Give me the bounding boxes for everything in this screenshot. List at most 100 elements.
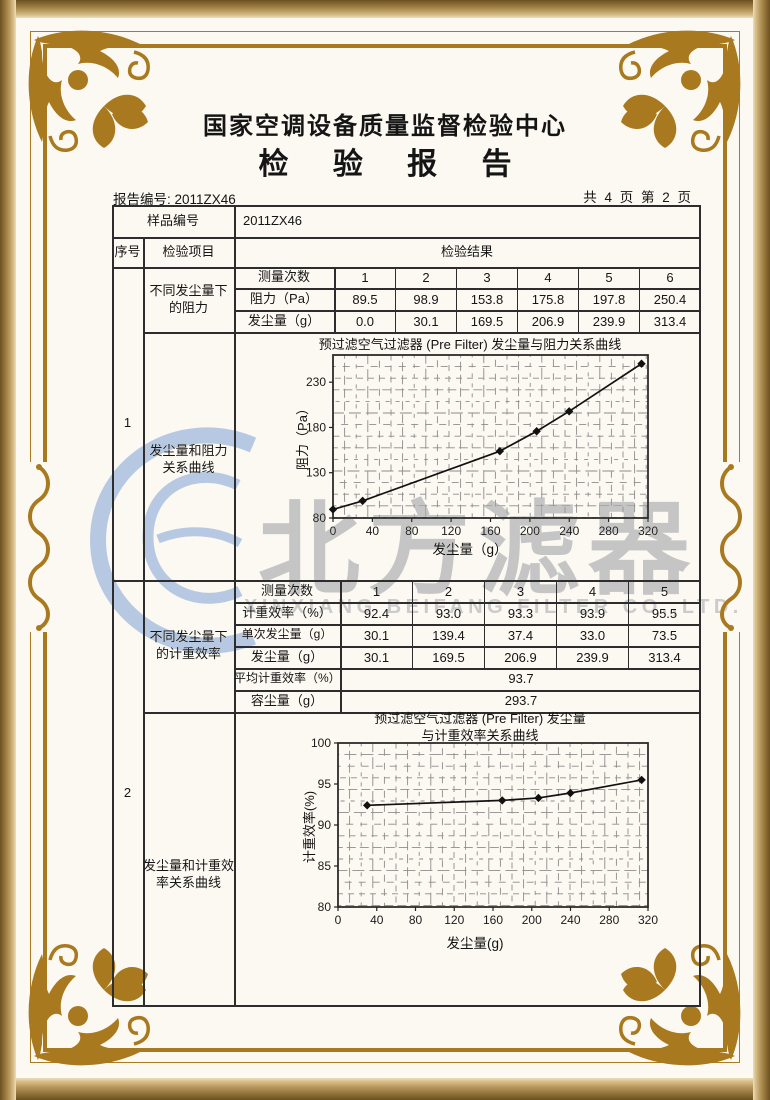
- table-cell: 139.4: [412, 624, 484, 646]
- table-line: [112, 580, 700, 582]
- table-line: [699, 205, 701, 1006]
- table-line: [112, 205, 701, 207]
- row-label: 测量次数: [257, 269, 310, 285]
- table-cell: 4: [517, 267, 578, 288]
- table-cell: 6: [639, 267, 700, 288]
- svg-text:120: 120: [444, 913, 464, 927]
- table-cell: 169.5: [412, 646, 484, 668]
- table-cell: 250.4: [639, 288, 700, 310]
- table-cell: 5: [628, 580, 700, 602]
- table-cell: 0.0: [334, 310, 395, 332]
- table-line: [234, 668, 700, 670]
- svg-text:0: 0: [330, 524, 337, 538]
- dust-capacity-value: 293.7: [340, 690, 701, 712]
- table-cell: 30.1: [340, 646, 412, 668]
- svg-text:85: 85: [318, 859, 332, 873]
- table-cell: 89.5: [334, 288, 395, 310]
- chart1-x-axis-label: 发尘量（g）: [432, 542, 508, 557]
- svg-text:280: 280: [599, 524, 619, 538]
- table-line: [234, 602, 700, 604]
- section2-chart-label-line2: 率关系曲线: [155, 875, 221, 890]
- svg-text:240: 240: [560, 913, 580, 927]
- svg-text:80: 80: [409, 913, 423, 927]
- svg-text:160: 160: [480, 524, 500, 538]
- table-cell: 1: [334, 267, 395, 288]
- frame-band-right: [753, 0, 770, 1100]
- table-cell: 37.4: [484, 624, 556, 646]
- table-cell: 1: [340, 580, 412, 602]
- svg-text:240: 240: [559, 524, 579, 538]
- row-label: 发尘量（g）: [247, 312, 321, 328]
- section1-chart-label-line2: 关系曲线: [162, 460, 215, 475]
- avg-efficiency-value: 93.7: [340, 668, 701, 690]
- section2-item-label: 不同发尘量下 的计重效率: [143, 580, 234, 712]
- table-line: [234, 624, 700, 626]
- table-cell: 153.8: [456, 288, 517, 310]
- table-cell: 197.8: [578, 288, 639, 310]
- svg-text:80: 80: [405, 524, 419, 538]
- dust-capacity-label: 容尘量（g）: [250, 692, 324, 708]
- report-number: 报告编号: 2011ZX46: [113, 192, 236, 207]
- table-cell: 92.4: [340, 602, 412, 624]
- svg-text:40: 40: [370, 913, 384, 927]
- section1-chart-label: 发尘量和阻力 关系曲线: [143, 430, 234, 490]
- section2-item-line2: 的计重效率: [155, 646, 221, 661]
- table-cell: 30.1: [395, 310, 456, 332]
- sample-no-value: 2011ZX46: [243, 212, 303, 228]
- section1-seq: 1: [123, 415, 132, 431]
- section2-seq: 2: [123, 785, 132, 801]
- table-row: 89.5 98.9 153.8 175.8 197.8 250.4: [334, 288, 700, 310]
- table-cell: 73.5: [628, 624, 700, 646]
- table-cell: 5: [578, 267, 639, 288]
- row-label: 测量次数: [260, 582, 313, 598]
- table-line: [234, 310, 700, 312]
- svg-text:160: 160: [483, 913, 503, 927]
- frame-band-top: [0, 0, 770, 18]
- frame-band-bottom: [0, 1078, 770, 1100]
- table-line: [112, 1005, 701, 1007]
- svg-text:0: 0: [335, 913, 342, 927]
- table-cell: 313.4: [639, 310, 700, 332]
- table-cell: 95.5: [628, 602, 700, 624]
- section1-chart-label-line1: 发尘量和阻力: [149, 443, 228, 459]
- svg-text:95: 95: [318, 777, 332, 791]
- svg-text:40: 40: [366, 524, 380, 538]
- section1-item-line2: 的阻力: [168, 299, 208, 315]
- column-header-result: 检验结果: [440, 243, 493, 259]
- svg-text:230: 230: [306, 375, 326, 389]
- svg-text:120: 120: [441, 524, 461, 538]
- table-cell: 93.9: [556, 602, 628, 624]
- row-label: 单次发尘量（g）: [241, 627, 333, 642]
- table-cell: 2: [395, 267, 456, 288]
- org-title: 国家空调设备质量监督检验中心: [203, 113, 567, 140]
- table-line: [143, 712, 700, 714]
- table-cell: 239.9: [556, 646, 628, 668]
- table-cell: 33.0: [556, 624, 628, 646]
- svg-text:90: 90: [318, 818, 332, 832]
- section2-chart-label-line1: 发尘量和计重效: [143, 858, 235, 874]
- svg-text:180: 180: [306, 420, 326, 434]
- table-row: 30.1 139.4 37.4 33.0 73.5: [340, 624, 700, 646]
- section1-item-line1: 不同发尘量下: [149, 282, 228, 298]
- table-cell: 93.3: [484, 602, 556, 624]
- table-cell: 313.4: [628, 646, 700, 668]
- column-header-seq: 序号: [114, 243, 141, 259]
- table-cell: 2: [412, 580, 484, 602]
- svg-text:130: 130: [306, 466, 326, 480]
- svg-text:320: 320: [638, 913, 658, 927]
- row-label: 阻力（Pa）: [250, 290, 318, 306]
- table-cell: 3: [484, 580, 556, 602]
- table-line: [112, 237, 700, 239]
- svg-text:200: 200: [520, 524, 540, 538]
- table-cell: 175.8: [517, 288, 578, 310]
- resistance-curve-chart: 0 40 80 120 160 200 240 280 320 80 130 180 230: [306, 354, 658, 538]
- svg-text:80: 80: [318, 900, 332, 914]
- section2-item-line1: 不同发尘量下: [149, 629, 228, 645]
- table-row: 30.1 169.5 206.9 239.9 313.4: [340, 646, 700, 668]
- svg-text:280: 280: [599, 913, 619, 927]
- table-line: [234, 690, 700, 692]
